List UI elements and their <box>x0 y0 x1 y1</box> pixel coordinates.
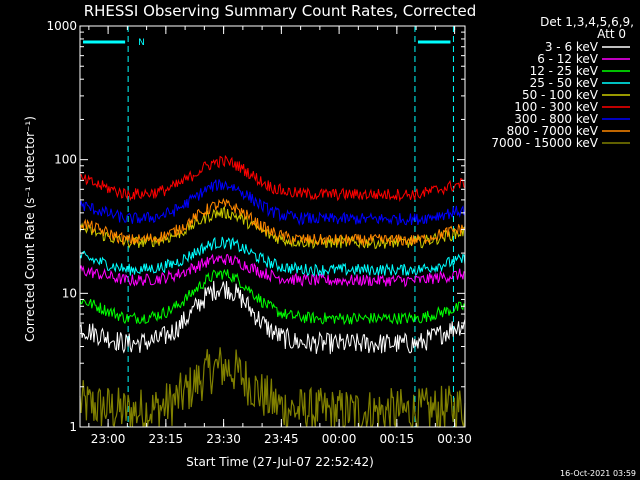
series-line-1 <box>79 253 466 288</box>
legend-label: 25 - 50 keV <box>530 76 599 90</box>
y-tick-label: 100 <box>54 153 77 167</box>
flag-label: N <box>138 38 145 48</box>
series-layer <box>79 154 466 429</box>
y-tick-label: 10 <box>62 286 77 300</box>
x-tick-label: 23:30 <box>206 432 241 446</box>
series-line-0 <box>79 280 466 355</box>
y-tick-label: 1000 <box>46 19 77 33</box>
series-line-8 <box>79 347 466 429</box>
chart-title: RHESSI Observing Summary Count Rates, Co… <box>84 2 477 20</box>
y-axis-label: Corrected Count Rate (s⁻¹ detector⁻¹) <box>23 116 37 342</box>
x-tick-label: 00:00 <box>322 432 357 446</box>
x-tick-label: 00:30 <box>437 432 472 446</box>
x-axis-label: Start Time (27-Jul-07 22:52:42) <box>186 455 374 469</box>
series-line-2 <box>79 268 466 326</box>
series-line-5 <box>79 154 466 203</box>
legend-label: 300 - 800 keV <box>514 112 598 126</box>
legend-label: 800 - 7000 keV <box>507 124 599 138</box>
series-line-6 <box>79 179 466 226</box>
x-tick-label: 23:45 <box>264 432 299 446</box>
legend-attenuator: Att 0 <box>597 27 626 41</box>
legend-label: 12 - 25 keV <box>530 64 599 78</box>
axes: 1 10 100 1000 23:00 23:15 23:30 23:45 00:00 00:15… <box>46 19 471 446</box>
x-tick-label: 00:15 <box>380 432 415 446</box>
legend-label: 7000 - 15000 keV <box>491 136 598 150</box>
x-tick-label: 23:15 <box>149 432 184 446</box>
legend-label: 50 - 100 keV <box>522 88 599 102</box>
legend-detectors: Det 1,3,4,5,6,9, <box>540 15 634 29</box>
x-tick-label: 23:00 <box>91 432 126 446</box>
legend-label: 3 - 6 keV <box>545 40 599 54</box>
series-line-3 <box>79 236 466 277</box>
legend-label: 6 - 12 keV <box>537 52 599 66</box>
series-line-7 <box>79 197 466 247</box>
legend-label: 100 - 300 keV <box>514 100 598 114</box>
plot-frame <box>79 25 466 428</box>
y-tick-label: 1 <box>69 420 77 434</box>
timestamp: 16-Oct-2021 03:59 <box>560 469 636 478</box>
